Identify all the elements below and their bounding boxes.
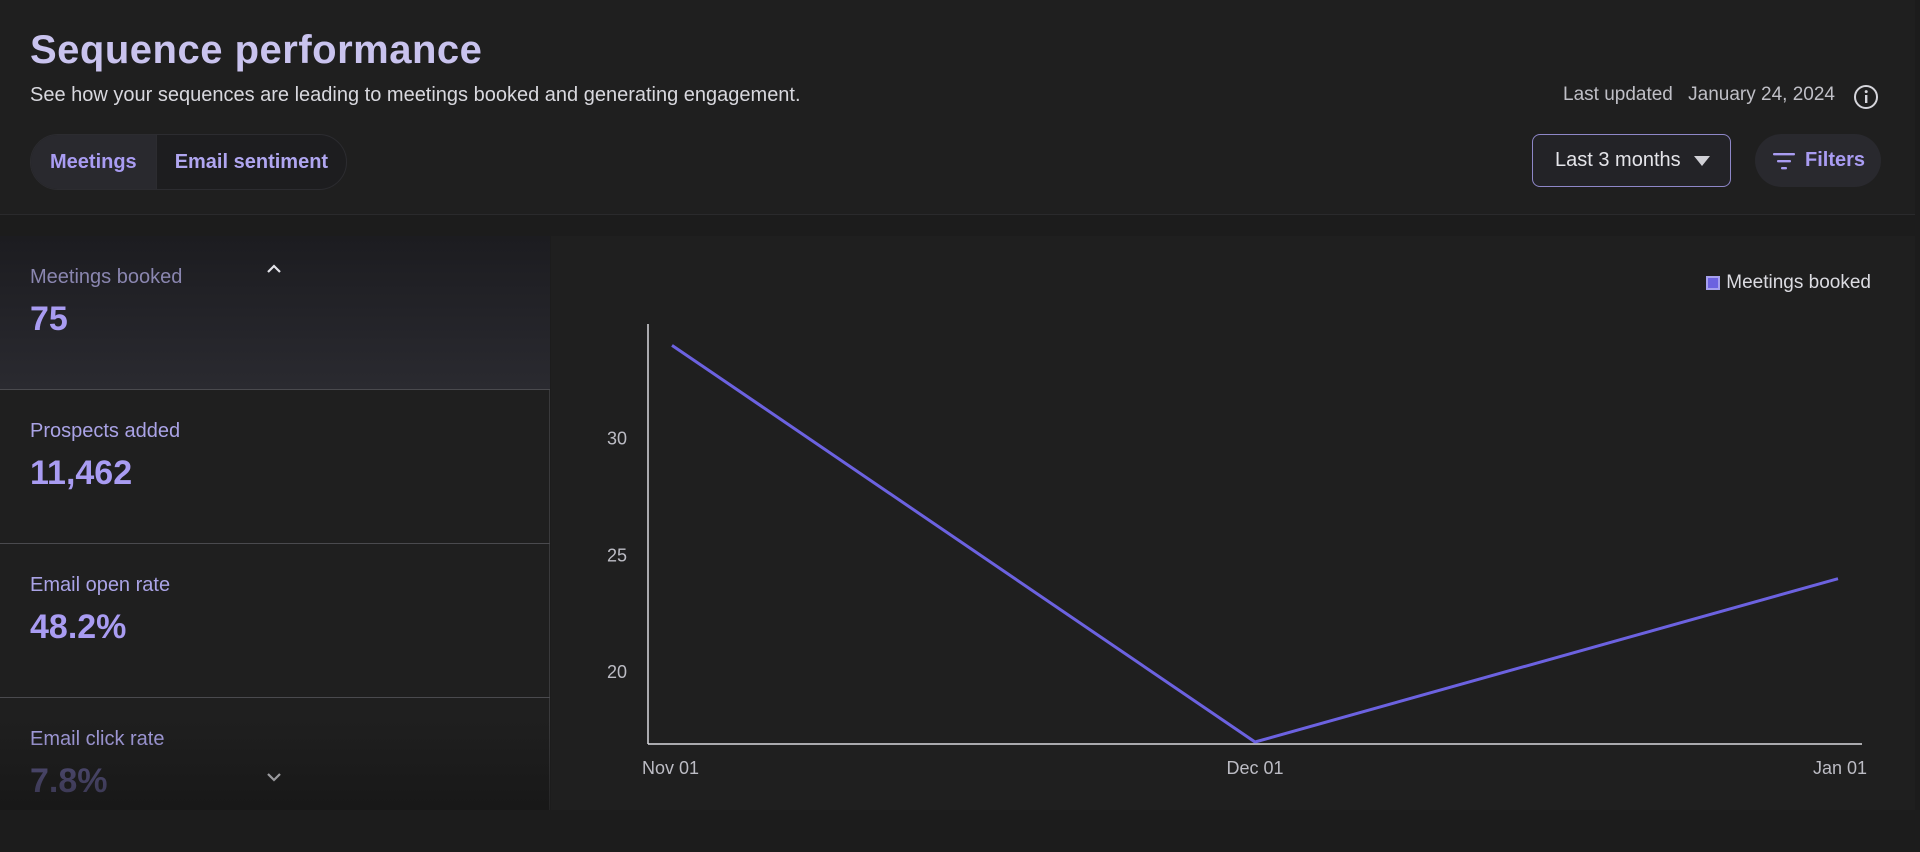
series-line-meetings-booked bbox=[671, 344, 1839, 744]
metrics-list: Meetings booked 75 Prospects added 11,46… bbox=[0, 236, 550, 810]
legend-swatch bbox=[1706, 276, 1721, 290]
metric-label: Meetings booked bbox=[30, 266, 183, 288]
x-tick-label: Jan 01 bbox=[1813, 758, 1867, 778]
page-title: Sequence performance bbox=[30, 28, 483, 72]
y-tick-label: 25 bbox=[607, 545, 627, 565]
chart-panel: Meetings booked 20 25 30 Nov 01 Dec 01 Jan 01 bbox=[551, 236, 1915, 810]
date-range-value: Last 3 months bbox=[1555, 149, 1681, 171]
metric-label: Prospects added bbox=[30, 420, 181, 442]
metric-value: 75 bbox=[30, 300, 68, 338]
page-header: Sequence performance See how your sequen… bbox=[0, 0, 1915, 215]
metric-prospects-added[interactable]: Prospects added 11,462 bbox=[0, 390, 550, 544]
chart-legend: Meetings booked bbox=[1706, 272, 1871, 294]
line-chart: 20 25 30 Nov 01 Dec 01 Jan 01 bbox=[607, 324, 1867, 778]
view-tabs: Meetings Email sentiment bbox=[30, 134, 348, 190]
last-updated-date: January 24, 2024 bbox=[1688, 84, 1835, 105]
metric-value: 7.8% bbox=[30, 762, 108, 800]
x-tick-label: Dec 01 bbox=[1226, 758, 1283, 778]
last-updated: Last updated January 24, 2024 bbox=[1563, 84, 1835, 106]
tab-meetings[interactable]: Meetings bbox=[31, 135, 156, 189]
y-tick-label: 20 bbox=[607, 662, 627, 682]
date-range-select[interactable]: Last 3 months bbox=[1532, 134, 1731, 187]
legend-label: Meetings booked bbox=[1726, 272, 1871, 293]
last-updated-label: Last updated bbox=[1563, 84, 1673, 105]
chevron-down-icon[interactable] bbox=[264, 770, 284, 784]
page-subtitle: See how your sequences are leading to me… bbox=[30, 84, 801, 106]
metric-email-click-rate[interactable]: Email click rate 7.8% bbox=[0, 698, 550, 852]
metric-value: 11,462 bbox=[30, 454, 133, 492]
y-tick-label: 30 bbox=[607, 429, 627, 449]
filter-icon bbox=[1773, 152, 1795, 169]
metric-value: 48.2% bbox=[30, 608, 127, 646]
chevron-up-icon[interactable] bbox=[264, 262, 284, 276]
filters-label: Filters bbox=[1805, 149, 1866, 171]
info-icon[interactable] bbox=[1853, 84, 1879, 110]
tab-email-sentiment[interactable]: Email sentiment bbox=[155, 135, 346, 189]
filters-button[interactable]: Filters bbox=[1755, 134, 1881, 187]
caret-down-icon bbox=[1694, 156, 1710, 166]
metric-meetings-booked[interactable]: Meetings booked 75 bbox=[0, 236, 550, 390]
x-tick-label: Nov 01 bbox=[642, 758, 699, 778]
metric-label: Email click rate bbox=[30, 728, 165, 750]
metric-label: Email open rate bbox=[30, 574, 171, 596]
metric-email-open-rate[interactable]: Email open rate 48.2% bbox=[0, 544, 550, 698]
